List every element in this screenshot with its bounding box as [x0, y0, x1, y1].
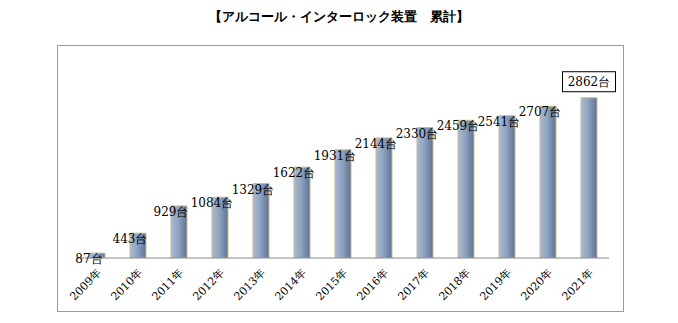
svg-text:2019年: 2019年 — [477, 266, 514, 303]
svg-text:2010年: 2010年 — [108, 266, 145, 303]
svg-text:2862台: 2862台 — [568, 75, 611, 89]
svg-text:2018年: 2018年 — [436, 266, 473, 303]
svg-text:1084台: 1084台 — [191, 196, 234, 210]
svg-text:2459台: 2459台 — [437, 119, 480, 133]
svg-text:2011年: 2011年 — [149, 266, 186, 303]
svg-text:929台: 929台 — [154, 205, 189, 219]
svg-text:2020年: 2020年 — [518, 266, 555, 303]
svg-text:1329台: 1329台 — [232, 183, 275, 197]
svg-text:2012年: 2012年 — [190, 266, 227, 303]
svg-text:2707台: 2707台 — [519, 105, 562, 119]
svg-text:2015年: 2015年 — [313, 266, 350, 303]
svg-text:2144台: 2144台 — [355, 137, 398, 151]
svg-text:2021年: 2021年 — [559, 266, 596, 303]
svg-text:443台: 443台 — [113, 232, 148, 246]
svg-text:2541台: 2541台 — [478, 115, 521, 129]
svg-text:2017年: 2017年 — [395, 266, 432, 303]
svg-text:87台: 87台 — [75, 252, 102, 266]
html-text:【アルコール・インターロック装置 累計】: 【アルコール・インターロック装置 累計】 — [209, 9, 469, 24]
svg-text:2016年: 2016年 — [354, 266, 391, 303]
svg-text:2013年: 2013年 — [231, 266, 268, 303]
svg-text:2014年: 2014年 — [272, 266, 309, 303]
svg-text:1931台: 1931台 — [314, 149, 357, 163]
svg-text:1622台: 1622台 — [273, 166, 316, 180]
svg-text:2009年: 2009年 — [67, 266, 104, 303]
svg-text:2330台: 2330台 — [396, 127, 439, 141]
